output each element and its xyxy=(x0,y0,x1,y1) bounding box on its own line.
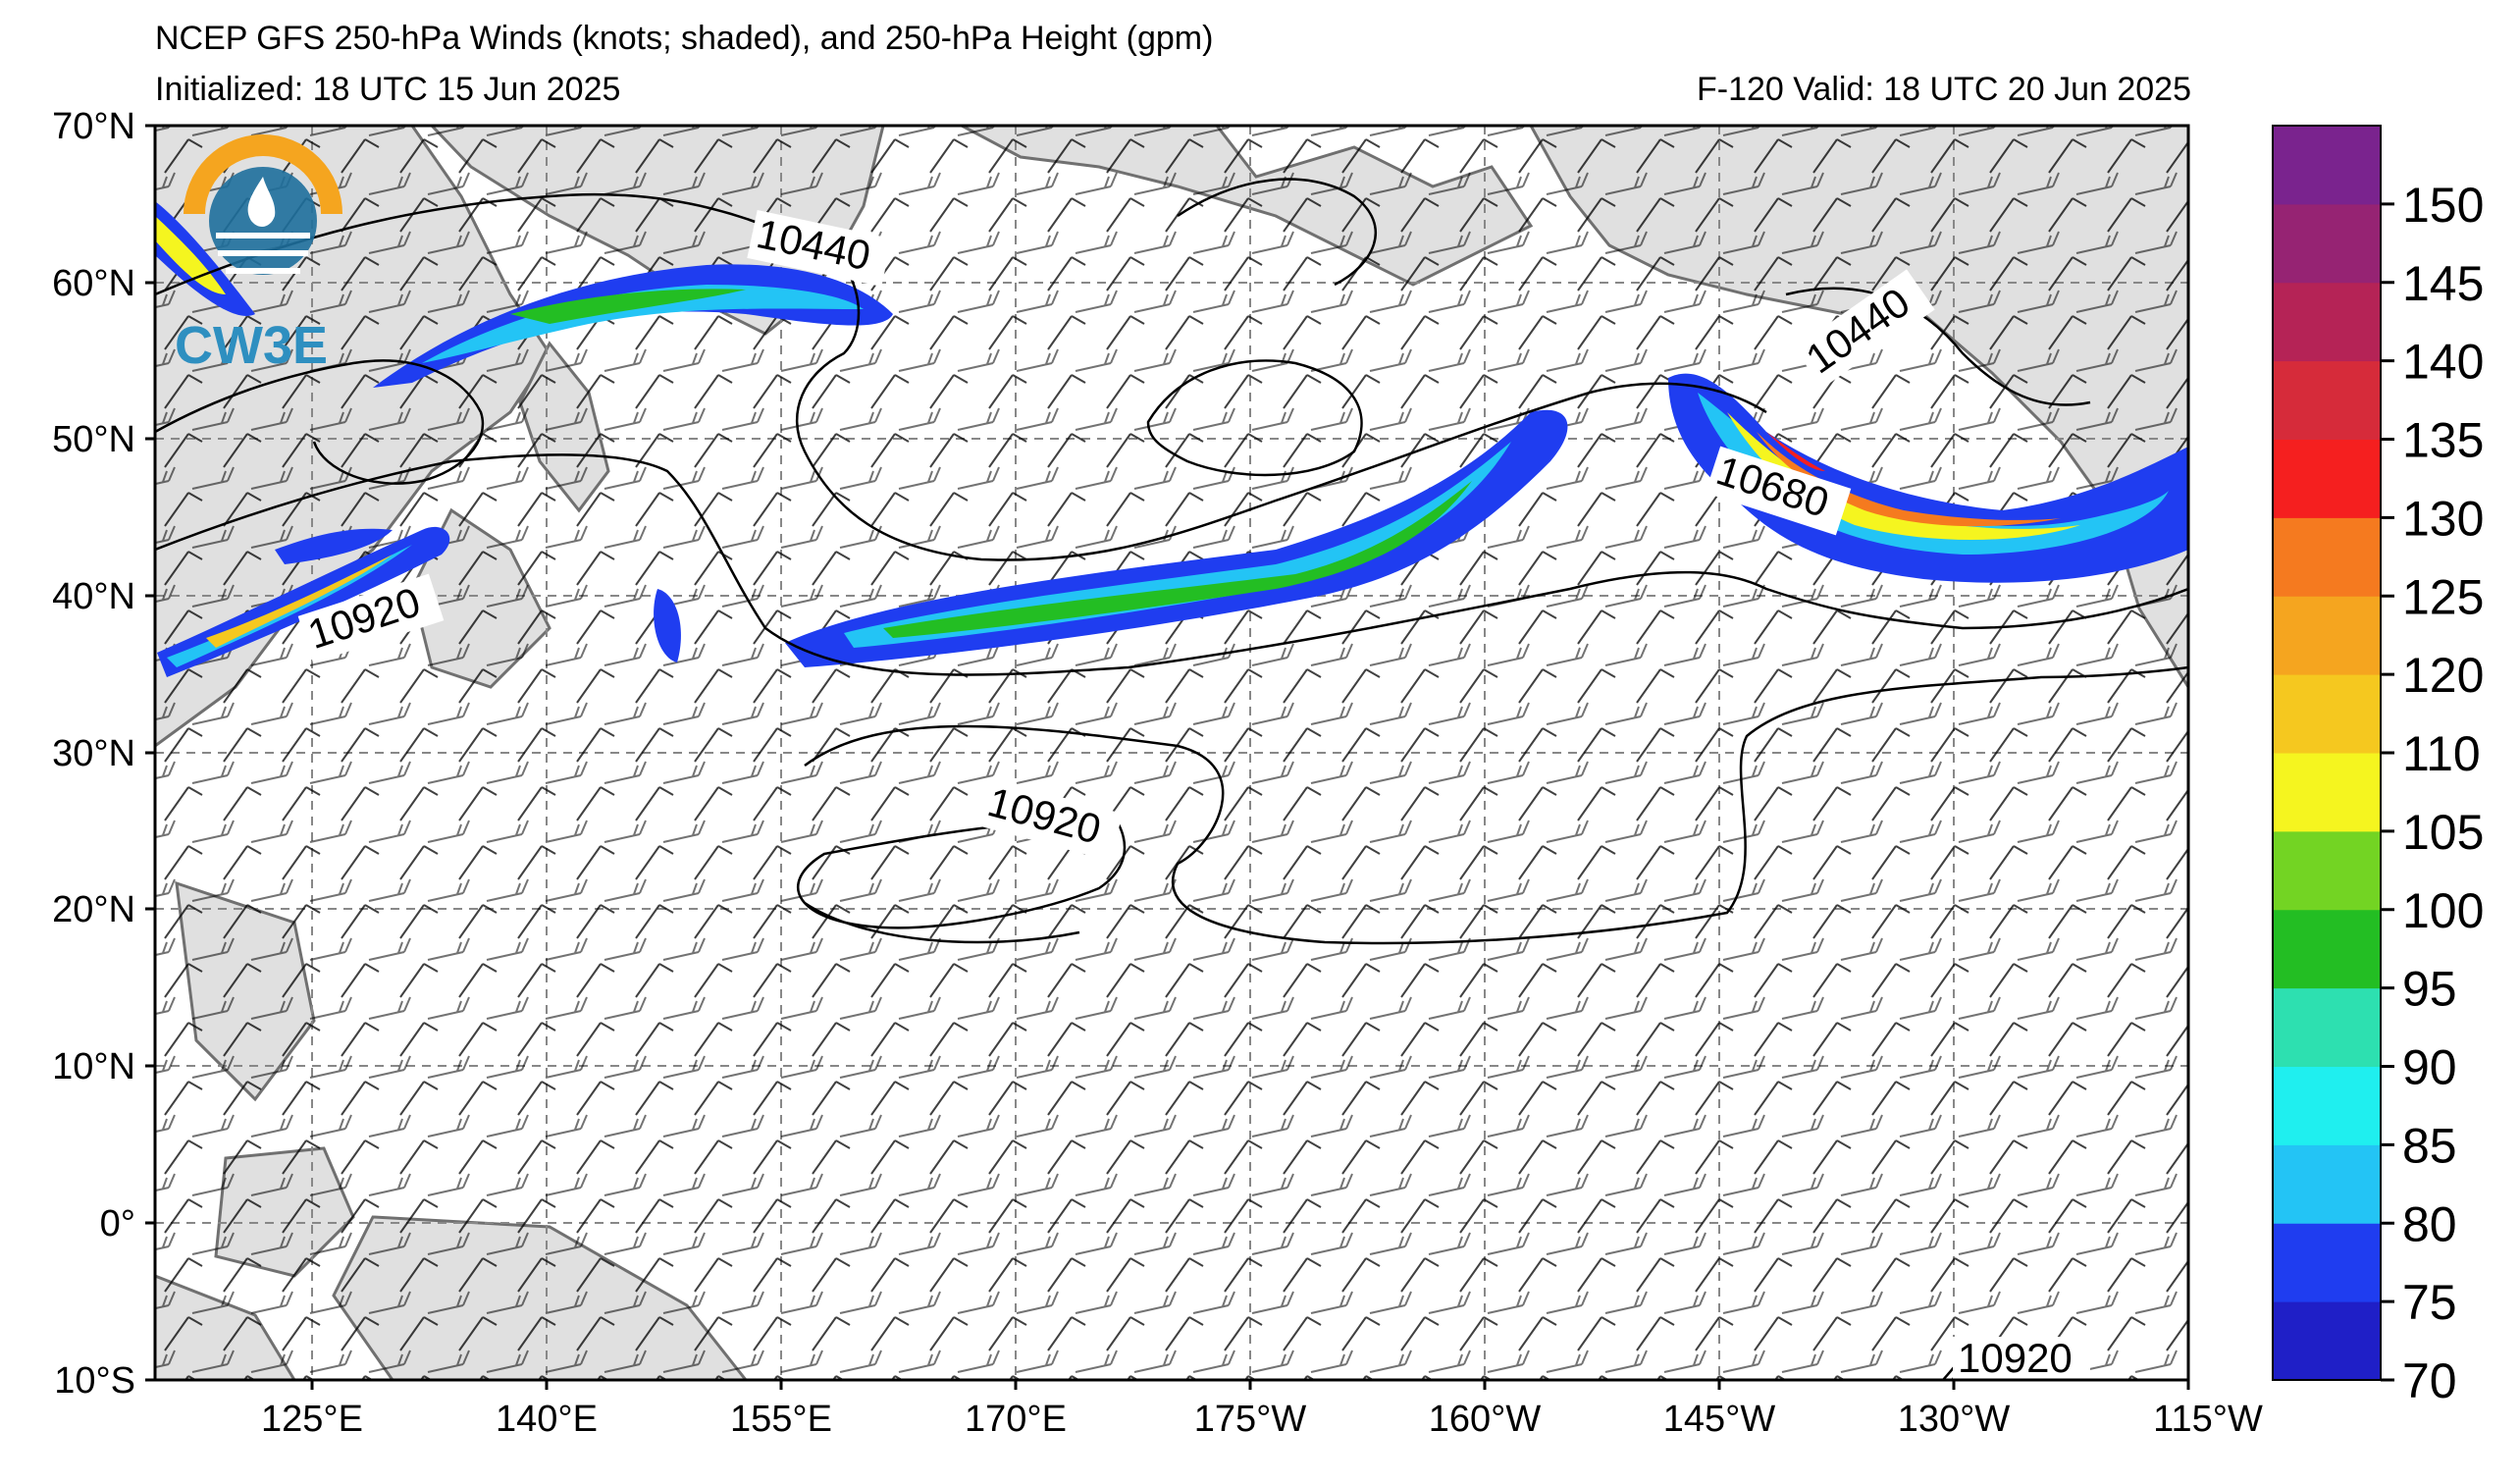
colorbar-swatch xyxy=(2273,1223,2381,1302)
lat-label: 10°N xyxy=(52,1046,135,1087)
lon-label: 125°E xyxy=(261,1399,363,1440)
lon-label: 155°E xyxy=(730,1399,832,1440)
lat-label: 50°N xyxy=(52,419,135,460)
lat-label: 10°S xyxy=(54,1360,135,1402)
axis-ticks xyxy=(145,124,2190,1390)
latitude-labels: 70°N 60°N 50°N 40°N 30°N 20°N 10°N 0° 10… xyxy=(52,106,135,1402)
longitude-labels: 125°E 140°E 155°E 170°E 175°W 160°W 145°… xyxy=(261,1399,2263,1440)
init-time: Initialized: 18 UTC 15 Jun 2025 xyxy=(155,71,621,108)
lat-label: 30°N xyxy=(52,733,135,774)
colorbar-tick-label: 100 xyxy=(2402,883,2484,938)
colorbar-tick-label: 145 xyxy=(2402,256,2484,311)
colorbar-swatch xyxy=(2273,439,2381,518)
colorbar-swatch xyxy=(2273,126,2381,205)
colorbar-tick-label: 110 xyxy=(2402,726,2481,781)
lon-label: 130°W xyxy=(1898,1399,2011,1440)
lat-label: 70°N xyxy=(52,106,135,147)
colorbar-tick-label: 80 xyxy=(2402,1196,2457,1251)
lon-label: 170°E xyxy=(965,1399,1067,1440)
colorbar-tick-label: 120 xyxy=(2402,648,2484,703)
colorbar-tick-label: 125 xyxy=(2402,569,2484,624)
lon-label: 140°E xyxy=(496,1399,598,1440)
colorbar-tick-label: 85 xyxy=(2402,1118,2457,1173)
colorbar-swatch xyxy=(2273,909,2381,989)
colorbar-swatch xyxy=(2273,753,2381,832)
valid-time: F-120 Valid: 18 UTC 20 Jun 2025 xyxy=(1697,71,2191,108)
logo-text: CW3E xyxy=(175,316,328,375)
contour-label-10920-south: 10920 xyxy=(1953,1335,2090,1381)
colorbar-swatch xyxy=(2273,517,2381,597)
colorbar-swatch xyxy=(2273,1301,2381,1381)
colorbar-tick-label: 140 xyxy=(2402,335,2484,390)
height-contours xyxy=(155,178,2188,1380)
lat-label: 0° xyxy=(100,1203,135,1245)
lon-label: 115°W xyxy=(2153,1399,2263,1440)
colorbar-swatch xyxy=(2273,1066,2381,1145)
lon-label: 160°W xyxy=(1429,1399,1542,1440)
lat-label: 60°N xyxy=(52,263,135,304)
colorbar-tick-label: 105 xyxy=(2402,805,2484,860)
cw3e-logo: CW3E xyxy=(175,134,342,375)
lon-label: 145°W xyxy=(1663,1399,1776,1440)
map-title: NCEP GFS 250-hPa Winds (knots; shaded), … xyxy=(155,20,1214,57)
colorbar-tick-label: 135 xyxy=(2402,413,2484,468)
colorbar-tick-label: 75 xyxy=(2402,1275,2457,1330)
colorbar-swatch xyxy=(2273,1144,2381,1224)
colorbar-swatch xyxy=(2273,830,2381,911)
colorbar-tick-label: 95 xyxy=(2402,962,2457,1017)
colorbar-tick-label: 70 xyxy=(2402,1353,2457,1408)
lat-label: 20°N xyxy=(52,889,135,930)
svg-text:10920: 10920 xyxy=(1958,1335,2073,1381)
colorbar-swatch xyxy=(2273,596,2381,675)
colorbar: 70 75 80 85 90 95 100 105 110 120 125 130 135 140 145 1… xyxy=(2272,125,2484,1408)
colorbar-swatch xyxy=(2273,203,2381,284)
colorbar-tick-label: 130 xyxy=(2402,491,2484,546)
colorbar-tick-label: 90 xyxy=(2402,1040,2457,1095)
lon-label: 175°W xyxy=(1194,1399,1307,1440)
lat-label: 40°N xyxy=(52,576,135,617)
colorbar-swatch xyxy=(2273,360,2381,440)
colorbar-tick-label: 150 xyxy=(2402,178,2484,233)
colorbar-swatch xyxy=(2273,282,2381,362)
colorbar-swatch xyxy=(2273,987,2381,1067)
colorbar-swatch xyxy=(2273,674,2381,754)
